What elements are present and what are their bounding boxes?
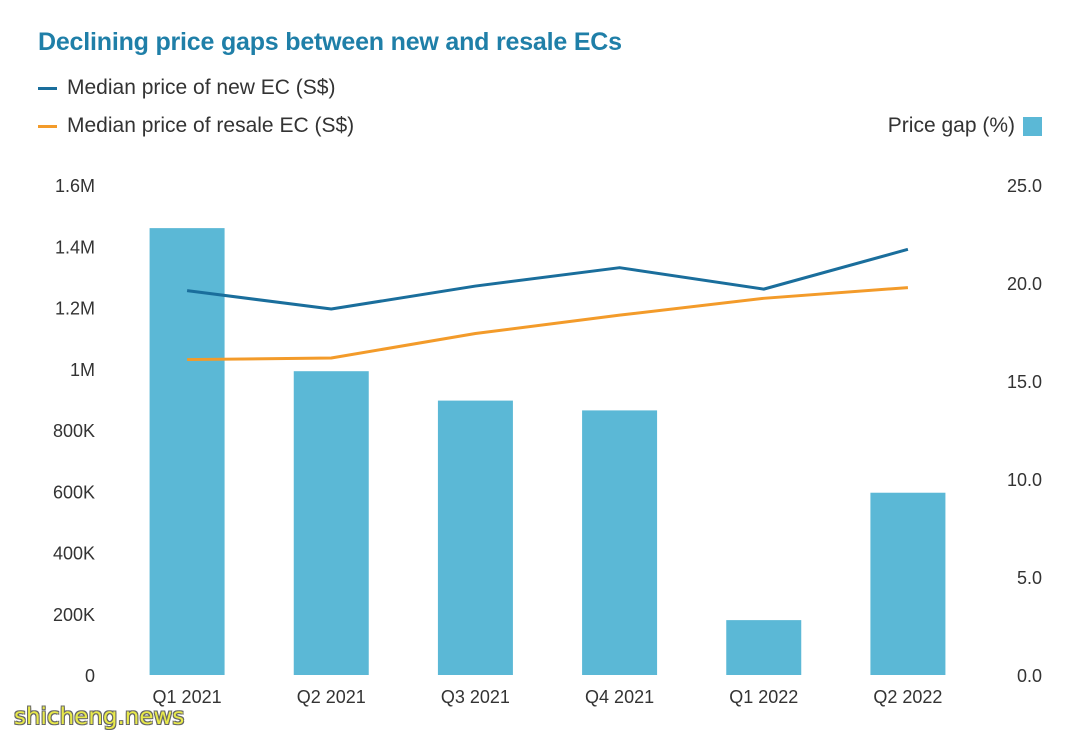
legend-swatch-price-gap	[1023, 116, 1042, 136]
watermark-text: shicheng.news	[14, 704, 185, 730]
bar-price-gap-5	[726, 620, 802, 675]
chart-title: Declining price gaps between new and res…	[38, 28, 622, 56]
legend-label-resale-ec: Median price of resale EC (S$)	[67, 114, 355, 137]
legend-item-resale-ec: Median price of resale EC (S$)	[38, 114, 354, 138]
right-axis-tick-label: 5.0	[1017, 568, 1042, 588]
left-axis-tick-label: 1.2M	[55, 299, 95, 319]
left-axis-tick-label: 1.4M	[55, 237, 95, 257]
bar-price-gap-1	[149, 228, 225, 675]
legend-swatch-new-ec	[38, 86, 57, 90]
left-axis-tick-label: 600K	[53, 482, 95, 502]
legend-item-price-gap: Price gap (%)	[888, 114, 1042, 138]
left-axis-tick-label: 1.6M	[55, 176, 95, 196]
left-axis-tick-label: 800K	[53, 421, 95, 441]
legend-item-new-ec: Median price of new EC (S$)	[38, 76, 335, 100]
left-axis-tick-label: 400K	[53, 544, 95, 564]
bar-price-gap-4	[582, 410, 658, 675]
x-axis-tick-label: Q3 2021	[441, 687, 510, 707]
legend-label-price-gap: Price gap (%)	[887, 114, 1015, 137]
legend-label-new-ec: Median price of new EC (S$)	[67, 76, 336, 99]
left-axis-tick-label: 0	[85, 666, 95, 686]
line-new-ec	[186, 247, 909, 311]
x-axis-tick-label: Q2 2022	[873, 687, 942, 707]
left-axis-tick-label: 1M	[70, 360, 95, 380]
bar-price-gap-2	[293, 371, 369, 675]
bar-price-gap-3	[437, 400, 513, 675]
x-axis-tick-label: Q1 2021	[153, 687, 222, 707]
right-axis-tick-label: 15.0	[1007, 372, 1042, 392]
right-axis-tick-label: 20.0	[1007, 274, 1042, 294]
left-axis-tick-label: 200K	[53, 605, 95, 625]
line-resale-ec	[187, 286, 909, 362]
right-axis-tick-label: 25.0	[1007, 176, 1042, 196]
right-axis-tick-label: 0.0	[1017, 666, 1042, 686]
right-axis-tick-label: 10.0	[1007, 470, 1042, 490]
bar-price-gap-6	[870, 492, 946, 675]
x-axis-tick-label: Q2 2021	[297, 687, 366, 707]
x-axis-tick-label: Q1 2022	[729, 687, 798, 707]
legend-swatch-resale-ec	[38, 124, 57, 128]
x-axis-tick-label: Q4 2021	[585, 687, 654, 707]
